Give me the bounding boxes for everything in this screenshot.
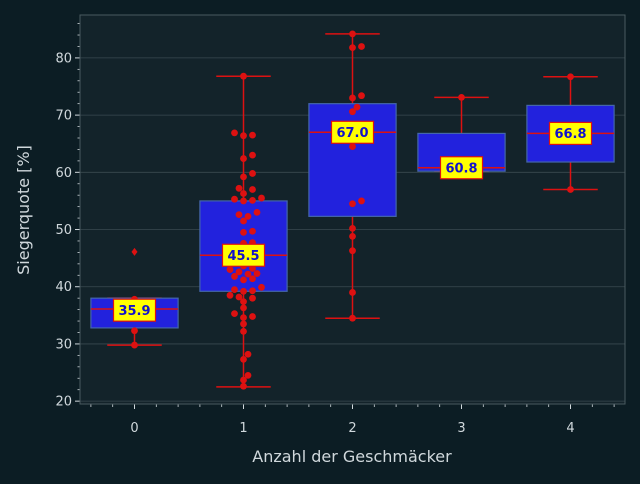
data-point (231, 195, 238, 203)
data-point (226, 291, 234, 299)
x-tick-label: 1 (239, 421, 247, 436)
data-point (349, 247, 356, 255)
data-point (240, 173, 247, 181)
data-point (235, 293, 243, 301)
data-point (235, 184, 243, 192)
data-point (567, 186, 574, 193)
mean-label: 35.9 (118, 304, 150, 319)
data-point (349, 289, 356, 296)
data-point (358, 43, 365, 50)
data-point (240, 155, 247, 162)
data-point (226, 266, 234, 273)
data-point (244, 212, 252, 220)
data-point (349, 200, 356, 208)
data-point (349, 108, 356, 116)
data-point (131, 327, 138, 335)
data-point (358, 92, 365, 100)
outlier-marker (131, 247, 138, 256)
data-point (240, 382, 247, 390)
box (308, 103, 397, 217)
data-point (349, 224, 356, 232)
data-point (249, 294, 256, 302)
data-point (249, 151, 256, 159)
data-point (244, 350, 252, 358)
data-point (240, 304, 247, 312)
data-point (240, 197, 247, 205)
data-point (240, 298, 247, 306)
data-point (253, 208, 261, 216)
data-point (231, 310, 238, 318)
data-point (349, 314, 356, 322)
data-point (231, 129, 238, 137)
y-axis-label: Siegerquote [%] (14, 145, 33, 275)
data-point (244, 270, 252, 278)
data-point (240, 355, 247, 363)
data-point (249, 227, 256, 235)
data-point (231, 286, 238, 293)
y-tick-label: 40 (55, 280, 72, 295)
mean-labels: 35.9 45.5 67.0 60.8 66.8 (112, 120, 593, 322)
data-point (235, 268, 243, 276)
data-point (349, 232, 356, 240)
y-tick-label: 20 (55, 395, 72, 410)
x-tick-label: 0 (130, 421, 138, 436)
data-point (240, 228, 247, 236)
data-point (349, 44, 356, 52)
data-point (249, 186, 256, 193)
data-point (249, 287, 256, 295)
y-tick-label: 30 (55, 337, 72, 352)
data-point (249, 170, 256, 177)
data-point (240, 190, 247, 197)
mean-label: 45.5 (227, 249, 259, 264)
data-point (258, 194, 265, 202)
data-point (240, 217, 247, 225)
data-point (235, 211, 243, 219)
y-tick-label: 80 (55, 51, 72, 66)
mean-label-box (548, 121, 593, 146)
mean-label-box (439, 156, 484, 180)
data-point (249, 196, 256, 204)
x-axis-label: Anzahl der Geschmäcker (252, 447, 452, 466)
data-point (567, 73, 574, 81)
mean-label-box (112, 298, 157, 322)
x-tick-label: 2 (348, 421, 356, 436)
data-point (240, 276, 247, 284)
y-tick-label: 50 (55, 223, 72, 238)
y-tick-label: 60 (55, 166, 72, 181)
data-point (131, 341, 138, 349)
data-point (240, 314, 247, 322)
data-point (240, 132, 247, 140)
data-point (353, 103, 361, 111)
data-point (249, 131, 256, 139)
data-point (349, 30, 356, 38)
mean-label: 60.8 (445, 162, 477, 177)
mean-label: 66.8 (554, 127, 586, 142)
data-point (240, 327, 247, 335)
data-point (458, 93, 465, 101)
y-tick-label: 70 (55, 109, 72, 124)
x-tick-label: 4 (566, 421, 574, 436)
data-point (244, 371, 252, 379)
plot-frame (79, 14, 626, 405)
data-point (253, 270, 261, 277)
data-point (240, 72, 247, 80)
x-tick-label: 3 (457, 421, 465, 436)
data-point (240, 320, 247, 328)
data-point (349, 143, 356, 150)
data-point (240, 376, 247, 384)
data-point (358, 197, 365, 205)
data-point (349, 94, 356, 102)
data-point (258, 283, 265, 291)
data-point (249, 313, 256, 320)
data-point (231, 273, 238, 280)
mean-label-box (221, 243, 266, 267)
mean-label: 67.0 (336, 126, 368, 141)
mean-label-box (330, 120, 375, 144)
data-point (240, 287, 247, 295)
data-point (249, 275, 256, 283)
